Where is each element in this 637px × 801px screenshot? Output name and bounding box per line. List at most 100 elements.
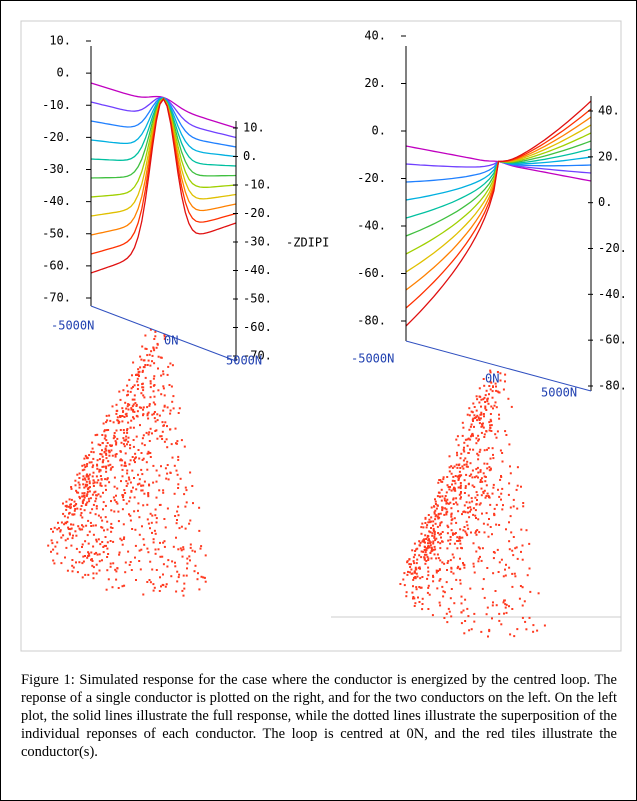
tile	[452, 572, 455, 575]
tile	[162, 387, 165, 390]
tile	[509, 506, 512, 509]
tile	[449, 597, 452, 600]
tile	[157, 389, 160, 392]
tile	[471, 418, 474, 421]
tile	[193, 570, 196, 573]
tile	[434, 518, 437, 521]
tile	[163, 334, 166, 336]
tile	[450, 489, 453, 492]
tile	[450, 507, 453, 510]
tile	[511, 608, 514, 610]
tile	[138, 457, 141, 460]
tile	[149, 396, 152, 399]
tile	[168, 384, 171, 386]
tile	[143, 444, 146, 447]
tile	[97, 479, 100, 482]
tile	[499, 372, 502, 375]
tile	[439, 524, 441, 527]
tile	[113, 510, 116, 513]
tile	[515, 488, 518, 491]
tile	[109, 419, 112, 422]
tile	[409, 566, 412, 568]
tile	[147, 522, 150, 525]
tile	[139, 568, 142, 571]
tile	[447, 607, 450, 610]
tile	[151, 568, 154, 571]
tile	[121, 475, 124, 478]
tile	[95, 497, 98, 500]
tile	[132, 416, 134, 419]
tile	[160, 393, 163, 396]
tile	[101, 541, 104, 543]
tile	[99, 543, 102, 546]
tile	[414, 576, 417, 578]
tile	[448, 488, 451, 491]
tile	[474, 509, 477, 512]
response-curve	[90, 96, 237, 139]
tile	[430, 550, 433, 553]
tile	[170, 575, 173, 578]
tile	[153, 349, 156, 352]
tile	[484, 476, 487, 478]
tile	[470, 435, 472, 438]
tile	[97, 493, 100, 496]
tile	[141, 371, 144, 373]
tile	[83, 496, 86, 499]
tile	[142, 394, 145, 397]
tile	[90, 525, 93, 527]
tile	[186, 567, 188, 570]
tile	[127, 440, 130, 443]
tile	[138, 533, 141, 536]
response-curve	[90, 97, 237, 179]
tile	[138, 482, 141, 485]
tile	[177, 412, 180, 414]
tile	[82, 499, 85, 502]
tile	[459, 497, 462, 500]
tile	[451, 518, 454, 521]
tile	[459, 567, 462, 570]
tile	[128, 463, 131, 466]
tile	[172, 407, 175, 410]
tile	[162, 409, 165, 412]
tile	[90, 558, 93, 561]
tile	[529, 590, 532, 593]
tile	[142, 414, 144, 417]
tile	[146, 547, 149, 550]
tile	[418, 554, 421, 557]
tile	[156, 437, 159, 440]
tile	[131, 528, 134, 530]
tile	[147, 551, 150, 554]
tile	[443, 591, 446, 594]
tile	[462, 459, 465, 462]
tile	[59, 529, 62, 532]
tile	[457, 486, 460, 489]
tile	[182, 548, 185, 551]
tile	[177, 576, 180, 579]
tile	[71, 559, 74, 561]
tile	[174, 515, 177, 517]
tile	[452, 497, 455, 500]
tile	[163, 394, 166, 397]
tile	[110, 522, 113, 525]
tile	[106, 478, 109, 481]
tile	[110, 509, 113, 512]
tile	[472, 513, 475, 516]
tile	[73, 500, 76, 503]
tile	[101, 461, 104, 464]
tile	[91, 508, 94, 511]
tile	[489, 413, 492, 415]
tile	[131, 456, 134, 458]
tile	[166, 446, 169, 449]
tile	[140, 468, 143, 471]
tile	[126, 405, 129, 408]
tile	[489, 526, 492, 528]
tile	[450, 566, 453, 569]
tile	[510, 405, 513, 408]
tile	[425, 547, 428, 550]
tile	[432, 542, 435, 545]
tile	[154, 330, 157, 333]
tile	[176, 510, 179, 513]
tile	[477, 434, 480, 437]
tile	[64, 505, 67, 508]
tile	[478, 417, 480, 420]
